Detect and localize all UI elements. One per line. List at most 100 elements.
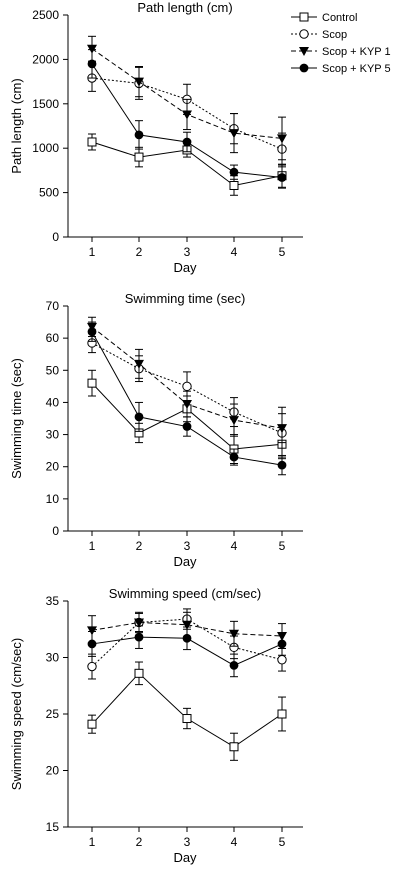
data-point bbox=[229, 180, 239, 190]
data-point bbox=[229, 129, 239, 139]
data-point bbox=[87, 59, 97, 69]
y-tick-label: 15 bbox=[46, 820, 60, 834]
x-tick-label: 2 bbox=[136, 539, 143, 553]
y-tick-label: 20 bbox=[46, 460, 60, 474]
chart-title: Swimming time (sec) bbox=[125, 291, 246, 306]
y-tick-label: 1500 bbox=[32, 97, 59, 111]
x-tick-label: 4 bbox=[231, 245, 238, 259]
x-tick-label: 4 bbox=[231, 539, 238, 553]
y-tick-label: 70 bbox=[46, 299, 60, 313]
data-point bbox=[277, 709, 287, 719]
legend-label: Control bbox=[322, 12, 357, 24]
x-tick-label: 3 bbox=[184, 539, 191, 553]
data-point bbox=[134, 632, 144, 642]
data-point bbox=[277, 460, 287, 470]
data-point bbox=[87, 661, 97, 672]
chart-panel-3: 15 20 25 30 35 1 2 3 4 5 Swimming speed (cm/sec) Da… bbox=[9, 586, 303, 865]
legend: Control Scop Scop + KYP 1 Scop + KYP 5 bbox=[291, 12, 391, 75]
x-tick-label: 3 bbox=[184, 245, 191, 259]
y-tick-label: 40 bbox=[46, 395, 60, 409]
data-point bbox=[229, 416, 239, 426]
data-point bbox=[87, 137, 97, 147]
y-tick-label: 500 bbox=[39, 186, 59, 200]
data-point bbox=[182, 620, 192, 630]
y-tick-label: 10 bbox=[46, 492, 60, 506]
x-tick-label: 1 bbox=[89, 835, 96, 849]
x-tick-label: 5 bbox=[279, 835, 286, 849]
data-point bbox=[87, 639, 97, 649]
y-tick-label: 20 bbox=[46, 764, 60, 778]
data-point bbox=[277, 655, 287, 665]
data-point bbox=[182, 714, 192, 724]
data-point bbox=[87, 719, 97, 729]
data-point bbox=[229, 629, 239, 639]
x-tick-label: 2 bbox=[136, 835, 143, 849]
data-point bbox=[277, 134, 287, 144]
x-axis-label: Day bbox=[173, 850, 197, 865]
chart-panel-1: 0 500 1000 1500 2000 2500 1 2 3 4 5 Path length (cm… bbox=[9, 0, 303, 275]
x-tick-label: 5 bbox=[279, 539, 286, 553]
data-point bbox=[229, 742, 239, 752]
x-tick-label: 5 bbox=[279, 245, 286, 259]
data-point bbox=[134, 668, 144, 678]
data-point bbox=[277, 639, 287, 649]
data-point bbox=[277, 424, 287, 434]
data-point bbox=[87, 626, 97, 636]
chart-title: Swimming speed (cm/sec) bbox=[109, 586, 261, 601]
data-point bbox=[182, 110, 192, 120]
data-point bbox=[134, 618, 144, 628]
y-axis-label: Path length (cm) bbox=[9, 78, 24, 173]
legend-label: Scop bbox=[322, 29, 347, 41]
series-4 bbox=[87, 49, 287, 189]
data-point bbox=[87, 327, 97, 337]
x-tick-label: 4 bbox=[231, 835, 238, 849]
y-tick-label: 0 bbox=[52, 524, 59, 538]
x-tick-label: 3 bbox=[184, 835, 191, 849]
data-point bbox=[182, 137, 192, 147]
y-tick-label: 30 bbox=[46, 651, 60, 665]
y-axis-label: Swimming time (sec) bbox=[9, 358, 24, 479]
chart-title: Path length (cm) bbox=[137, 0, 232, 15]
x-tick-label: 1 bbox=[89, 539, 96, 553]
data-point bbox=[229, 167, 239, 177]
data-point bbox=[134, 130, 144, 140]
data-point bbox=[182, 400, 192, 410]
y-tick-label: 2000 bbox=[32, 52, 59, 66]
x-tick-label: 1 bbox=[89, 245, 96, 259]
legend-marker bbox=[299, 63, 309, 73]
x-axis-label: Day bbox=[173, 554, 197, 569]
y-tick-label: 35 bbox=[46, 594, 60, 608]
series-3 bbox=[87, 316, 287, 444]
chart-panel-2: 0 10 20 30 40 50 60 70 1 2 3 4 5 Swimming time (sec) D… bbox=[9, 291, 303, 569]
y-axis-label: Swimming speed (cm/sec) bbox=[9, 638, 24, 790]
data-point bbox=[134, 359, 144, 369]
data-point bbox=[87, 378, 97, 388]
y-tick-label: 30 bbox=[46, 428, 60, 442]
y-tick-label: 50 bbox=[46, 363, 60, 377]
legend-marker bbox=[299, 29, 309, 39]
data-point bbox=[182, 381, 192, 392]
data-point bbox=[134, 152, 144, 162]
x-tick-label: 2 bbox=[136, 245, 143, 259]
data-point bbox=[229, 661, 239, 670]
y-tick-label: 25 bbox=[46, 707, 60, 721]
data-point bbox=[182, 422, 192, 431]
x-axis-label: Day bbox=[173, 260, 197, 275]
y-tick-label: 0 bbox=[52, 230, 59, 244]
legend-label: Scop + KYP 1 bbox=[322, 46, 391, 58]
legend-marker bbox=[299, 12, 309, 22]
data-point bbox=[182, 633, 192, 643]
data-point bbox=[229, 452, 239, 462]
series-4 bbox=[87, 625, 287, 678]
legend-marker bbox=[299, 47, 309, 56]
y-tick-label: 60 bbox=[46, 331, 60, 345]
series-1 bbox=[87, 661, 287, 761]
data-point bbox=[277, 173, 287, 182]
y-tick-label: 2500 bbox=[32, 8, 59, 22]
y-tick-label: 1000 bbox=[32, 141, 59, 155]
data-point bbox=[134, 412, 144, 422]
legend-label: Scop + KYP 5 bbox=[322, 63, 391, 75]
data-point bbox=[134, 77, 144, 87]
series-4 bbox=[87, 321, 287, 476]
